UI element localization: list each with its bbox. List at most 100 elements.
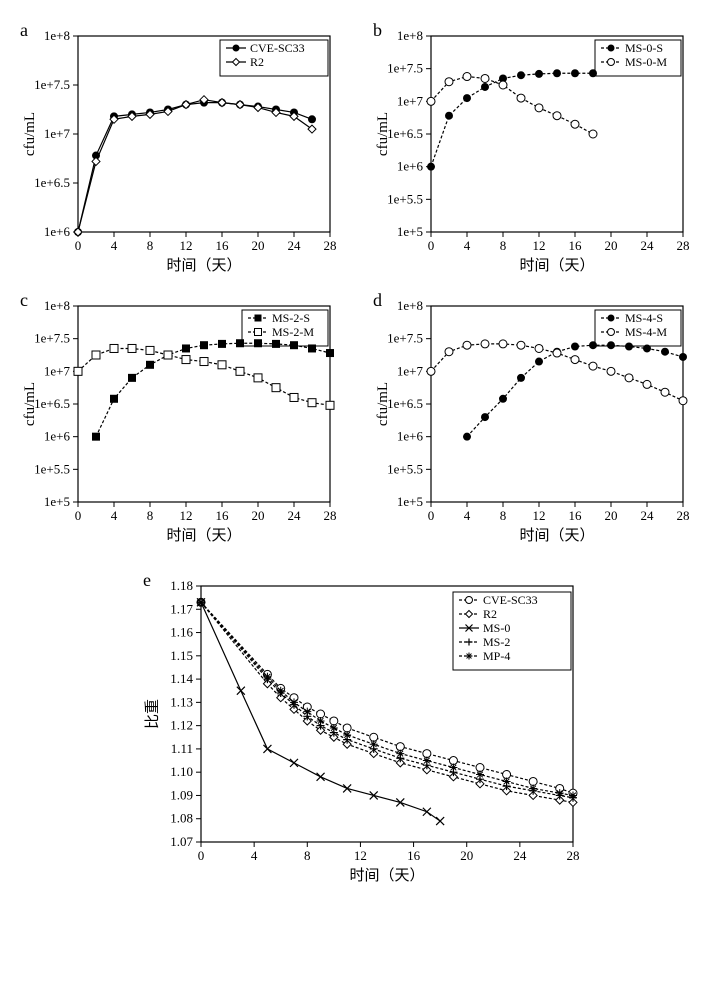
svg-text:20: 20 [252, 508, 265, 523]
svg-text:1e+6: 1e+6 [44, 224, 71, 239]
svg-text:MS-4-M: MS-4-M [625, 325, 667, 339]
svg-text:24: 24 [288, 508, 302, 523]
svg-text:1e+6: 1e+6 [44, 429, 71, 444]
svg-text:28: 28 [677, 238, 690, 253]
svg-text:MS-2: MS-2 [483, 635, 510, 649]
svg-text:12: 12 [180, 238, 193, 253]
svg-text:8: 8 [304, 848, 311, 863]
svg-text:比重: 比重 [144, 699, 161, 729]
svg-text:1e+6.5: 1e+6.5 [34, 396, 70, 411]
svg-text:8: 8 [500, 238, 507, 253]
svg-text:16: 16 [569, 508, 583, 523]
svg-text:1e+7.5: 1e+7.5 [34, 331, 70, 346]
chart-c: c04812162024281e+51e+5.51e+61e+6.51e+71e… [20, 290, 353, 550]
svg-text:1e+8: 1e+8 [397, 298, 423, 313]
svg-text:MP-4: MP-4 [483, 649, 510, 663]
svg-text:1.12: 1.12 [170, 718, 193, 733]
panel-label: b [373, 20, 382, 41]
svg-text:时间（天）: 时间（天） [349, 867, 424, 884]
svg-text:4: 4 [111, 508, 118, 523]
svg-text:1.08: 1.08 [170, 811, 193, 826]
svg-text:12: 12 [533, 508, 546, 523]
charts-grid: a 0 4 8 12 16 20 24 28 1e+6 1e+6.5 1e+7 1e+7.5 1e+8 时间… [20, 20, 706, 550]
svg-text:1.15: 1.15 [170, 648, 193, 663]
svg-text:20: 20 [605, 238, 618, 253]
svg-text:1.10: 1.10 [170, 764, 193, 779]
svg-text:1e+6.5: 1e+6.5 [387, 396, 423, 411]
svg-text:0: 0 [75, 508, 82, 523]
svg-text:4: 4 [464, 238, 471, 253]
panel-label: c [20, 290, 28, 311]
svg-text:1.11: 1.11 [171, 741, 193, 756]
svg-text:28: 28 [677, 508, 690, 523]
svg-text:1.09: 1.09 [170, 787, 193, 802]
svg-text:1e+6.5: 1e+6.5 [34, 175, 70, 190]
svg-text:MS-2-M: MS-2-M [272, 325, 314, 339]
svg-text:1.13: 1.13 [170, 694, 193, 709]
panel-label: a [20, 20, 28, 41]
svg-text:12: 12 [180, 508, 193, 523]
chart-b: b04812162024281e+51e+5.51e+61e+6.51e+71e… [373, 20, 706, 280]
svg-text:1e+5: 1e+5 [44, 494, 70, 509]
svg-text:MS-0-S: MS-0-S [625, 41, 663, 55]
svg-text:1e+7: 1e+7 [44, 363, 71, 378]
svg-text:MS-0-M: MS-0-M [625, 55, 667, 69]
svg-text:1.07: 1.07 [170, 834, 193, 849]
panel-label: d [373, 290, 382, 311]
svg-text:24: 24 [641, 508, 655, 523]
svg-text:20: 20 [605, 508, 618, 523]
svg-text:时间（天）: 时间（天） [519, 527, 594, 544]
svg-text:R2: R2 [250, 55, 264, 69]
panel-label: e [143, 570, 151, 591]
svg-text:8: 8 [500, 508, 507, 523]
svg-text:8: 8 [147, 238, 154, 253]
svg-text:4: 4 [464, 508, 471, 523]
svg-text:0: 0 [428, 508, 435, 523]
svg-text:1e+7.5: 1e+7.5 [34, 77, 70, 92]
svg-text:1e+6: 1e+6 [397, 159, 424, 174]
svg-text:20: 20 [460, 848, 473, 863]
chart-e: e04812162024281.071.081.091.101.111.121.… [143, 570, 583, 890]
svg-text:16: 16 [407, 848, 421, 863]
svg-text:16: 16 [216, 238, 230, 253]
svg-text:16: 16 [569, 238, 583, 253]
svg-text:12: 12 [533, 238, 546, 253]
svg-text:24: 24 [641, 238, 655, 253]
svg-text:1e+8: 1e+8 [397, 28, 423, 43]
svg-text:1.18: 1.18 [170, 578, 193, 593]
svg-text:0: 0 [75, 238, 82, 253]
svg-text:1e+8: 1e+8 [44, 298, 70, 313]
svg-text:4: 4 [251, 848, 258, 863]
svg-text:cfu/mL: cfu/mL [22, 382, 38, 426]
svg-text:CVE-SC33: CVE-SC33 [483, 593, 538, 607]
svg-text:1e+6.5: 1e+6.5 [387, 126, 423, 141]
svg-text:cfu/mL: cfu/mL [22, 112, 38, 156]
chart-d: d04812162024281e+51e+5.51e+61e+6.51e+71e… [373, 290, 706, 550]
svg-text:8: 8 [147, 508, 154, 523]
svg-text:R2: R2 [483, 607, 497, 621]
svg-text:24: 24 [513, 848, 527, 863]
svg-text:1e+7: 1e+7 [397, 93, 424, 108]
svg-text:1e+8: 1e+8 [44, 28, 70, 43]
svg-text:时间（天）: 时间（天） [519, 257, 594, 274]
chart-a: a04812162024281e+61e+6.51e+71e+7.51e+8时间… [20, 20, 353, 280]
svg-text:1e+5.5: 1e+5.5 [387, 191, 423, 206]
svg-text:28: 28 [324, 238, 337, 253]
svg-text:16: 16 [216, 508, 230, 523]
svg-text:20: 20 [252, 238, 265, 253]
svg-text:1e+7.5: 1e+7.5 [387, 61, 423, 76]
svg-text:24: 24 [288, 238, 302, 253]
svg-text:0: 0 [198, 848, 205, 863]
svg-text:1e+5.5: 1e+5.5 [387, 461, 423, 476]
svg-text:1e+7: 1e+7 [397, 363, 424, 378]
svg-text:MS-0: MS-0 [483, 621, 510, 635]
svg-text:时间（天）: 时间（天） [166, 257, 241, 274]
svg-text:1e+5: 1e+5 [397, 494, 423, 509]
svg-text:4: 4 [111, 238, 118, 253]
svg-text:28: 28 [324, 508, 337, 523]
svg-text:cfu/mL: cfu/mL [375, 112, 391, 156]
svg-text:1e+7.5: 1e+7.5 [387, 331, 423, 346]
svg-text:时间（天）: 时间（天） [166, 527, 241, 544]
chart-e-wrap: e04812162024281.071.081.091.101.111.121.… [20, 570, 706, 890]
svg-text:MS-2-S: MS-2-S [272, 311, 310, 325]
